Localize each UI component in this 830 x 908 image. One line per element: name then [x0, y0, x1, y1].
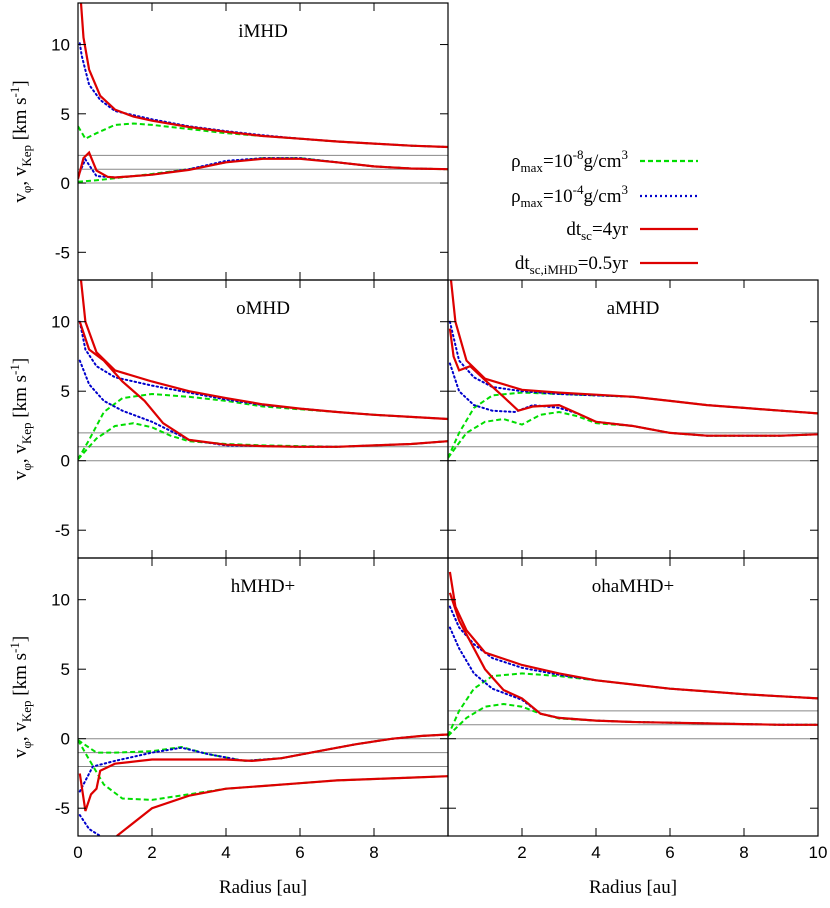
panel-hMHD+: -5 0 5 10 0 2 4 6 8 hMHD+: [51, 557, 449, 862]
x-tick-label: 0: [73, 843, 82, 862]
legend-entry-0: ρmax=10-8g/cm3: [511, 147, 698, 175]
x-axis-label: Radius [au]: [219, 877, 307, 898]
legend-label: dtsc,iMHD=0.5yr: [515, 253, 629, 277]
x-tick-label: 2: [517, 843, 526, 862]
series-line-red-5: [448, 328, 818, 437]
series-line-blue-3: [78, 157, 448, 179]
legend-entry-2: dtsc=4yr: [566, 219, 698, 243]
x-tick-label: 10: [809, 843, 828, 862]
x-tick-label: 6: [295, 843, 304, 862]
series-line-blue-3: [448, 626, 818, 726]
series-line-red-4: [448, 571, 818, 700]
panel-frame: [447, 279, 819, 559]
legend-label: dtsc=4yr: [566, 219, 628, 243]
x-tick-label: 8: [369, 843, 378, 862]
series-line-red-5: [78, 150, 448, 180]
y-axis-label: vφ, vKep [km s-1]: [7, 80, 34, 202]
x-tick-label: 6: [665, 843, 674, 862]
y-tick-label: -5: [55, 243, 70, 262]
panel-oMHD: -5 0 5 10 oMHD: [51, 279, 449, 559]
y-tick-label: 5: [61, 105, 70, 124]
y-tick-label: -5: [55, 521, 70, 540]
x-axis-label: Radius [au]: [589, 877, 677, 898]
series-line-blue-2: [78, 814, 102, 836]
y-tick-label: 5: [61, 660, 70, 679]
y-tick-label: 10: [51, 591, 70, 610]
y-axis-label: vφ, vKep [km s-1]: [7, 358, 34, 480]
panel-title: iMHD: [238, 21, 288, 42]
series-line-green-1: [448, 702, 818, 737]
series-line-red-5: [116, 775, 448, 836]
x-tick-label: 4: [221, 843, 230, 862]
panel-frame: [77, 2, 449, 281]
panel-ohaMHD+: 2 4 6 8 10 ohaMHD+: [447, 557, 828, 862]
series-line-red-5: [78, 321, 448, 448]
x-tick-label: 2: [147, 843, 156, 862]
legend-label: ρmax=10-4g/cm3: [511, 182, 628, 210]
series-line-blue-3: [448, 362, 818, 437]
y-tick-label: 10: [51, 313, 70, 332]
series-line-blue-2: [78, 42, 448, 148]
x-axis-labels: Radius [au] Radius [au]: [219, 877, 677, 898]
y-tick-label: 0: [61, 730, 70, 749]
series-line-green-0: [78, 739, 448, 801]
panel-iMHD: -5 0 5 10 iMHD: [51, 2, 449, 281]
y-tick-label: 0: [61, 174, 70, 193]
x-tick-label: 8: [739, 843, 748, 862]
series-line-green-1: [78, 157, 448, 183]
panel-frame: [77, 557, 449, 837]
legend: ρmax=10-8g/cm3 ρmax=10-4g/cm3 dtsc=4yr dtsc…: [511, 147, 698, 277]
series-line-red-4: [79, 3, 448, 149]
legend-entry-1: ρmax=10-4g/cm3: [511, 182, 698, 210]
y-axis-label: vφ, vKep [km s-1]: [7, 636, 34, 758]
panel-title: aMHD: [607, 298, 660, 319]
series-line-red-4: [449, 280, 818, 415]
y-tick-label: 10: [51, 36, 70, 55]
panel-title: ohaMHD+: [592, 576, 675, 597]
panel-aMHD: aMHD: [447, 279, 819, 559]
legend-entry-3: dtsc,iMHD=0.5yr: [515, 253, 698, 277]
y-axis-labels: vφ, vKep [km s-1] vφ, vKep [km s-1] vφ, vK…: [7, 80, 34, 758]
series-line-red-4: [79, 280, 448, 421]
panel-title: hMHD+: [231, 576, 296, 597]
panel-frame: [77, 279, 449, 559]
x-tick-label: 4: [591, 843, 600, 862]
series-line-green-1: [78, 422, 448, 460]
panel-title: oMHD: [236, 298, 290, 319]
panels-group: -5 0 5 10 iMHD -5 0 5 10 oMHD aMHD -5 0 5 10 0 2 4 6 8 hMHD+…: [51, 2, 828, 862]
panel-frame: [447, 557, 819, 837]
series-line-blue-3: [78, 733, 448, 793]
y-tick-label: -5: [55, 799, 70, 818]
legend-label: ρmax=10-8g/cm3: [511, 147, 628, 175]
series-line-red-5: [448, 592, 818, 726]
y-tick-label: 5: [61, 382, 70, 401]
series-line-red-4: [78, 733, 448, 812]
series-line-blue-2: [448, 320, 818, 415]
y-tick-label: 0: [61, 452, 70, 471]
